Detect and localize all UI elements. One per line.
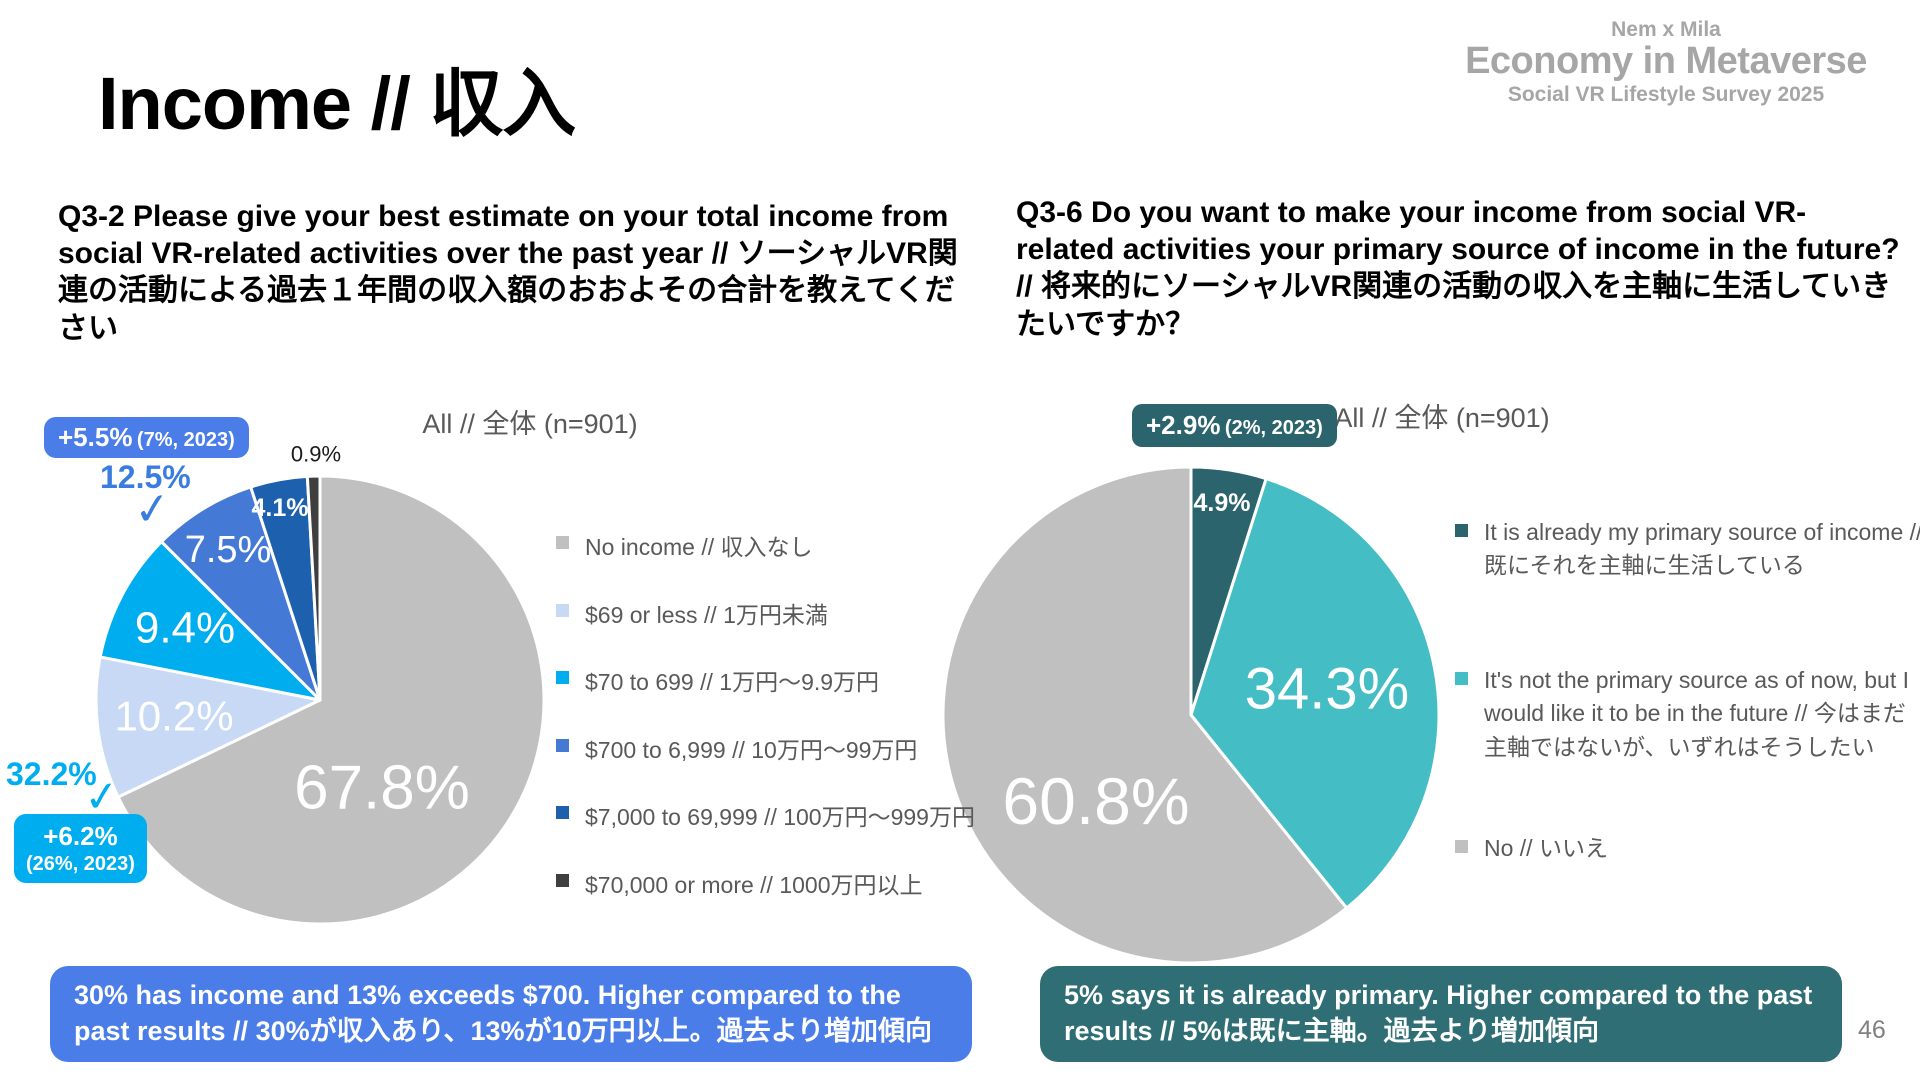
pie-slice-value-label: 67.8% [294,754,470,823]
change-value: +2.9% [1146,410,1221,440]
legend-label: $700 to 6,999 // 10万円〜99万円 [585,737,918,763]
legend-item: $70,000 or more // 1000万円以上 [556,866,1036,900]
pie-slice [98,540,322,702]
legend-swatch [556,874,569,887]
legend-swatch [1455,524,1468,537]
pie-slice [116,474,546,926]
pie-slice-value-label: 10.2% [114,693,233,740]
page-number: 46 [1858,1016,1886,1044]
pie-slice-value-label: 4.9% [1194,489,1251,517]
legend-item: No income // 収入なし [556,528,1036,562]
page-title: Income // 収入 [98,62,576,145]
legend-label: $69 or less // 1万円未満 [585,602,828,628]
sum-has-income-label: 32.2% [6,756,97,792]
change-badge: +2.9% (2%, 2023) [1132,404,1337,447]
left-summary-callout: 30% has income and 13% exceeds $700. Hig… [50,966,972,1062]
pie-slice-value-label: 7.5% [185,529,272,571]
logo-line-authors: Nem x Mila [1611,18,1721,41]
legend-label: It's not the primary source as of now, b… [1484,667,1909,760]
change-value: +6.2% [43,821,118,851]
legend-swatch [556,536,569,549]
legend-swatch [1455,672,1468,685]
primary-income-pie-chart: 4.9% 34.3% 60.8% [941,465,1441,965]
legend-swatch [556,604,569,617]
pie-slice [159,485,322,702]
logo-line-subtitle: Social VR Lifestyle Survey 2025 [1507,82,1825,106]
pie-slice [94,655,322,799]
legend-label: No income // 収入なし [585,534,813,560]
legend-label: $70,000 or more // 1000万円以上 [585,872,923,898]
pie-slice-value-label: 9.4% [135,604,235,653]
legend-item: It is already my primary source of incom… [1455,516,1920,583]
pie-slice-value-label: 34.3% [1245,657,1409,722]
pie-slice [941,465,1349,965]
legend-item: $69 or less // 1万円未満 [556,596,1036,630]
pie-slice-value-label: 0.9% [291,442,341,467]
previous-value: (7%, 2023) [136,429,235,451]
question-q3-2: Q3-2 Please give your best estimate on y… [58,200,958,345]
legend-swatch [556,806,569,819]
legend-swatch [556,739,569,752]
legend-item: $7,000 to 69,999 // 100万円〜999万円 [556,798,1036,832]
pie-slice [305,474,322,702]
legend-label: No // いいえ [1484,835,1608,861]
pie-slice-value-label: 60.8% [1002,764,1189,838]
legend-swatch [556,671,569,684]
change-value: +5.5% [58,422,133,452]
legend-label: $7,000 to 69,999 // 100万円〜999万円 [585,804,975,830]
survey-logo: Nem x Mila Economy in Metaverse Social V… [1436,18,1896,106]
previous-value: (26%, 2023) [26,853,135,876]
checkmark-icon: ✓ [131,483,174,536]
legend-item: $70 to 699 // 1万円〜9.9万円 [556,663,1036,697]
pie-slice-value-label: 4.1% [252,494,309,522]
left-chart-title: All // 全体 (n=901) [422,409,638,439]
legend-label: It is already my primary source of incom… [1484,519,1920,579]
legend-item: No // いいえ [1455,832,1920,865]
right-chart-title: All // 全体 (n=901) [1334,403,1550,433]
legend-item: $700 to 6,999 // 10万円〜99万円 [556,731,1036,765]
sum-over-700-label: 12.5% [100,459,191,495]
income-pie-chart: 67.8% 10.2% 9.4% 7.5% 4.1% 0.9% [94,442,546,926]
change-badge-bottom: +6.2% (26%, 2023) [14,814,147,884]
pie-slice [1189,477,1441,910]
change-badge-top: +5.5% (7%, 2023) [44,417,249,458]
legend-item: It's not the primary source as of now, b… [1455,664,1920,764]
logo-line-title: Economy in Metaverse [1465,40,1867,83]
previous-value: (2%, 2023) [1224,417,1323,439]
question-q3-6: Q3-6 Do you want to make your income fro… [1016,196,1900,341]
legend-swatch [1455,840,1468,853]
legend-label: $70 to 699 // 1万円〜9.9万円 [585,669,880,695]
right-summary-callout: 5% says it is already primary. Higher co… [1040,966,1842,1062]
